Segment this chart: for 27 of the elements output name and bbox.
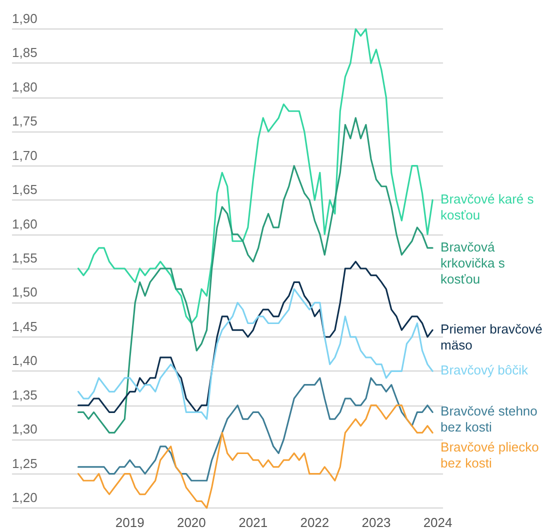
y-tick-label: 1,85	[12, 45, 38, 60]
y-tick-label: 1,90	[12, 11, 38, 26]
y-tick-label: 1,55	[12, 250, 38, 266]
y-tick-label: 1,20	[12, 490, 38, 505]
x-tick-label: 2019	[115, 515, 144, 530]
x-tick-label: 2023	[362, 515, 391, 530]
x-tick-label: 2020	[176, 515, 206, 530]
x-tick-label: 2021	[238, 515, 268, 530]
series-label: Priemer bravčové mäso	[440, 322, 542, 353]
y-tick-label: 1,45	[12, 318, 38, 334]
y-tick-label: 1,40	[12, 353, 38, 368]
y-tick-label: 1,80	[12, 79, 38, 94]
x-tick-label: 2024	[423, 515, 452, 530]
y-tick-label: 1,50	[12, 284, 38, 300]
x-tick-label: 2022	[300, 515, 330, 530]
y-tick-label: 1,65	[12, 182, 38, 198]
y-tick-label: 1,70	[12, 148, 38, 163]
series-label: Bravčové karé s kosťou	[440, 192, 534, 223]
y-tick-label: 1,75	[12, 114, 38, 129]
series-label: Bravčový bôčik	[440, 362, 528, 378]
series-label: Bravčové stehno bez kosti	[440, 404, 538, 435]
y-tick-label: 1,35	[12, 387, 38, 402]
y-tick-label: 1,25	[12, 456, 38, 471]
y-tick-label: 1,60	[12, 216, 38, 232]
series-label: Bravčové pliecko bez kosti	[440, 440, 539, 471]
y-tick-label: 1,30	[12, 422, 38, 437]
series-label: Bravčová krkovička s kosťou	[440, 239, 506, 286]
